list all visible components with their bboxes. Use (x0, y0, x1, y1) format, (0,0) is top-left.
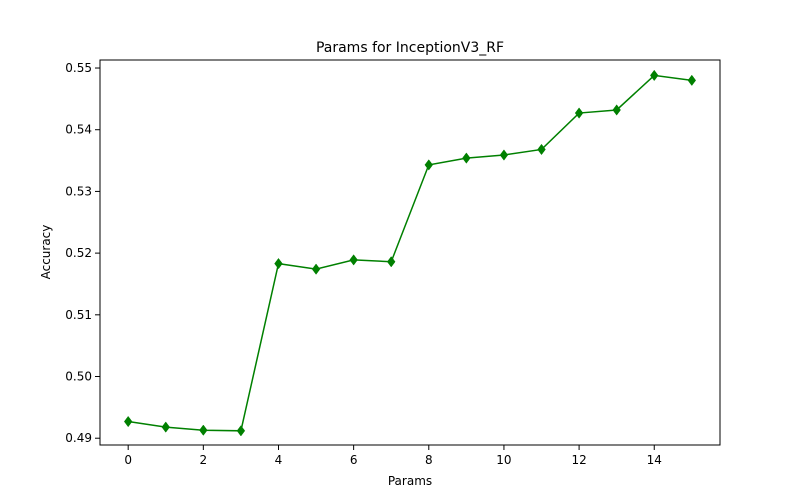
x-tick-label: 0 (124, 453, 132, 467)
data-point-marker (349, 254, 358, 266)
x-tick-label: 14 (647, 453, 662, 467)
series-line (128, 74, 692, 432)
data-point-marker (424, 159, 434, 171)
axes-frame (99, 59, 721, 446)
data-point-marker (499, 149, 509, 161)
data-point-marker (274, 257, 283, 270)
y-tick-label: 0.52 (65, 246, 92, 260)
data-point-marker (650, 69, 659, 82)
x-tick-label: 4 (275, 453, 283, 467)
y-tick-label: 0.55 (65, 61, 92, 75)
data-point-marker (574, 107, 584, 119)
x-tick-label: 2 (200, 453, 208, 467)
x-tick-label: 8 (425, 453, 433, 467)
y-tick-label: 0.50 (65, 370, 92, 384)
x-axis-label: Params (388, 474, 432, 488)
data-point-marker (236, 425, 246, 437)
x-tick-label: 12 (571, 453, 586, 467)
x-tick-label: 10 (496, 453, 511, 467)
y-axis-label: Accuracy (39, 225, 53, 280)
data-point-marker (161, 421, 170, 433)
y-tick-label: 0.51 (65, 308, 92, 322)
y-axis-ticks: 0.49 0.50 0.51 0.52 0.53 0.54 0.55 (65, 61, 100, 445)
data-point-marker (199, 424, 208, 436)
x-axis-ticks: 0 2 4 6 8 10 12 14 (124, 445, 662, 467)
data-point-marker (462, 152, 471, 164)
x-tick-label: 6 (350, 453, 358, 467)
data-point-marker (687, 74, 697, 86)
plot-area (123, 69, 697, 437)
y-tick-label: 0.54 (65, 123, 92, 137)
y-tick-label: 0.49 (65, 431, 92, 445)
data-point-marker (123, 415, 133, 428)
data-point-marker (386, 256, 396, 268)
data-point-marker (537, 143, 546, 156)
data-point-marker (612, 104, 621, 116)
y-tick-label: 0.53 (65, 184, 92, 198)
data-point-marker (311, 263, 321, 275)
chart-title: Params for InceptionV3_RF (316, 40, 504, 56)
